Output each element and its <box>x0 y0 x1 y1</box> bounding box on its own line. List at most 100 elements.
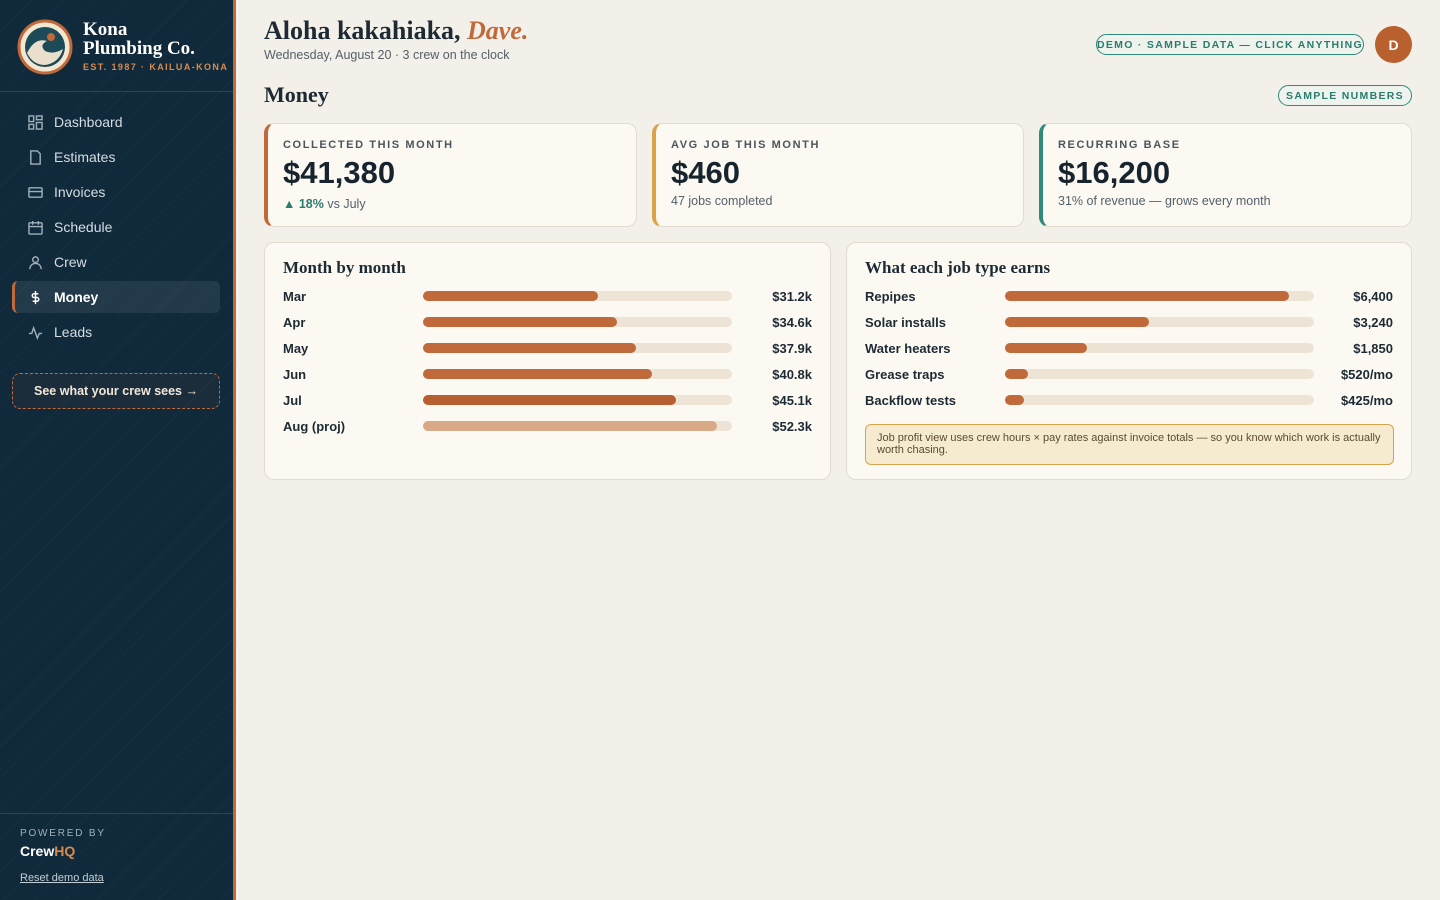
change-value: 18% <box>298 197 324 211</box>
kpi-card: COLLECTED THIS MONTH $41,380 ▲ 18% vs Ju… <box>264 123 637 227</box>
powered-by: POWERED BY <box>20 828 106 839</box>
bar <box>423 421 717 431</box>
bar-track <box>1005 343 1314 353</box>
bar-track <box>423 369 732 379</box>
logo <box>17 19 73 75</box>
nav-label: Invoices <box>54 184 106 200</box>
product-name: CrewHQ <box>20 843 75 859</box>
bar <box>1005 343 1088 353</box>
panel-title: Month by month <box>283 258 406 277</box>
row-label: Repipes <box>865 288 916 304</box>
nav-label: Dashboard <box>54 114 123 130</box>
row-value: $3,240 <box>1353 314 1393 330</box>
nav-item[interactable]: Dashboard <box>12 106 220 138</box>
nav-item[interactable]: Crew <box>12 246 220 278</box>
row-label: Mar <box>283 288 307 304</box>
kpi-label: AVG JOB THIS MONTH <box>671 139 820 151</box>
row-value: $34.6k <box>772 314 812 330</box>
row-label: Grease traps <box>865 366 945 382</box>
change-note: vs July <box>327 197 366 211</box>
kpi-card: RECURRING BASE $16,200 31% of revenue — … <box>1039 123 1412 227</box>
nav-item[interactable]: Money <box>12 281 220 313</box>
divider <box>0 91 233 92</box>
avatar[interactable]: D <box>1375 26 1412 63</box>
greeting-text: Aloha kakahiaka, <box>264 16 461 45</box>
job-type-panel: What each job type earns Job profit view… <box>846 242 1412 480</box>
page-title: Money <box>264 82 329 107</box>
subtitle: Wednesday, August 20 · 3 crew on the clo… <box>264 48 510 62</box>
kpi-label: COLLECTED THIS MONTH <box>283 139 454 151</box>
sidebar: Kona Plumbing Co. EST. 1987 · KAILUA-KONA… <box>0 0 236 900</box>
nav-label: Leads <box>54 324 93 340</box>
brand-tagline: EST. 1987 · KAILUA-KONA <box>83 62 229 72</box>
bar <box>1005 317 1149 327</box>
kpi-note: 47 jobs completed <box>671 194 773 208</box>
kpi-card: AVG JOB THIS MONTH $460 47 jobs complete… <box>652 123 1024 227</box>
bar-track <box>423 395 732 405</box>
product-part: Crew <box>20 843 55 859</box>
nav-label: Money <box>54 289 99 305</box>
crew-view-button[interactable]: See what your crew sees → <box>12 373 220 409</box>
bar-track <box>1005 291 1314 301</box>
note: Job profit view uses crew hours × pay ra… <box>865 424 1394 465</box>
row-value: $6,400 <box>1353 288 1393 304</box>
panel-title: What each job type earns <box>865 258 1051 277</box>
demo-badge[interactable]: DEMO · SAMPLE DATA — CLICK ANYTHING <box>1096 34 1364 55</box>
row-value: $425/mo <box>1340 392 1393 408</box>
bar-track <box>423 291 732 301</box>
row-label: Backflow tests <box>865 392 957 408</box>
row-value: $520/mo <box>1340 366 1393 382</box>
month-panel: Month by month Mar $31.2k Apr $34.6k May $37.… <box>264 242 831 480</box>
kpi-value: $16,200 <box>1058 155 1171 190</box>
product-part: HQ <box>54 843 76 859</box>
greeting: Aloha kakahiaka, Dave. <box>264 16 528 46</box>
user-name: Dave. <box>467 16 529 45</box>
bar-track <box>423 421 732 431</box>
bar-track <box>1005 317 1314 327</box>
brand-line: Kona <box>83 19 128 40</box>
row-value: $40.8k <box>772 366 812 382</box>
divider <box>0 813 233 814</box>
bar <box>423 369 652 379</box>
row-label: May <box>283 340 309 356</box>
brand-line: Plumbing Co. <box>83 38 195 59</box>
bar <box>1005 291 1290 301</box>
bar <box>423 395 677 405</box>
kpi-label: RECURRING BASE <box>1058 139 1181 151</box>
row-label: Jun <box>283 366 307 382</box>
kpi-change: ▲ 18% vs July <box>283 197 366 211</box>
bar-track <box>1005 369 1314 379</box>
bar-track <box>1005 395 1314 405</box>
row-value: $45.1k <box>772 392 812 408</box>
row-label: Aug (proj) <box>283 418 346 434</box>
reset-link[interactable]: Reset demo data <box>20 872 104 884</box>
bar <box>423 291 599 301</box>
kpi-note: 31% of revenue — grows every month <box>1058 194 1271 208</box>
nav-item[interactable]: Schedule <box>12 211 220 243</box>
sample-badge: SAMPLE NUMBERS <box>1278 85 1412 106</box>
row-label: Solar installs <box>865 314 946 330</box>
row-value: $31.2k <box>772 288 812 304</box>
row-value: $37.9k <box>772 340 812 356</box>
row-label: Jul <box>283 392 302 408</box>
nav-item[interactable]: Leads <box>12 316 220 348</box>
row-label: Water heaters <box>865 340 951 356</box>
row-label: Apr <box>283 314 306 330</box>
bar <box>423 343 636 353</box>
kpi-value: $41,380 <box>283 155 396 190</box>
bar-track <box>423 317 732 327</box>
bar <box>1005 369 1029 379</box>
nav-item[interactable]: Estimates <box>12 141 220 173</box>
bar <box>423 317 618 327</box>
brand-name: Kona Plumbing Co. <box>83 20 195 58</box>
row-value: $1,850 <box>1353 340 1393 356</box>
kpi-value: $460 <box>671 155 740 190</box>
row-value: $52.3k <box>772 418 812 434</box>
nav-label: Crew <box>54 254 87 270</box>
nav-item[interactable]: Invoices <box>12 176 220 208</box>
bar <box>1005 395 1024 405</box>
nav-label: Schedule <box>54 219 113 235</box>
bar-track <box>423 343 732 353</box>
